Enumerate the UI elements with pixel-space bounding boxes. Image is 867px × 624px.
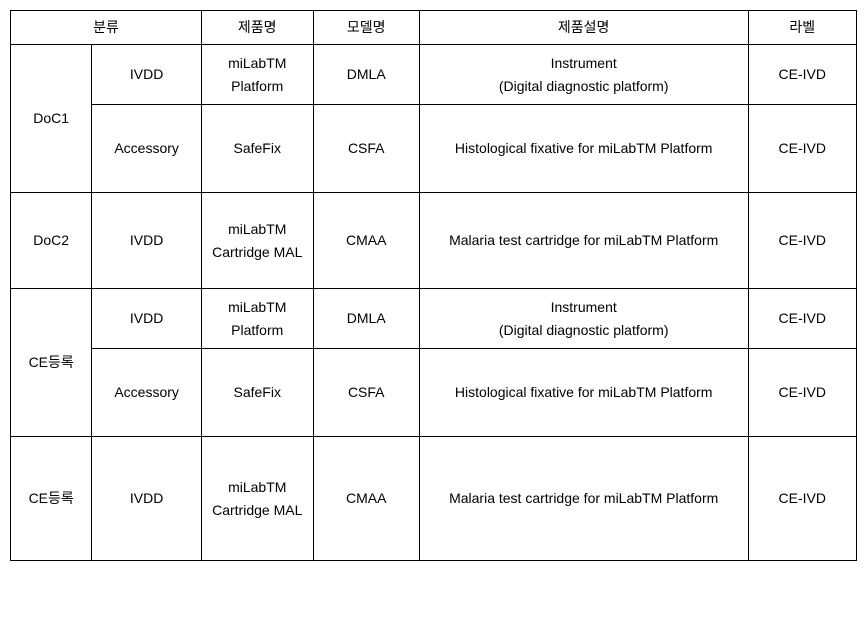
cell-category2: IVDD <box>92 193 202 289</box>
cell-label: CE-IVD <box>748 193 857 289</box>
table-row: CE등록IVDDmiLabTM PlatformDMLAInstrument(D… <box>11 289 857 349</box>
table-row: DoC2IVDDmiLabTM Cartridge MALCMAAMalaria… <box>11 193 857 289</box>
cell-product: miLabTM Cartridge MAL <box>201 193 313 289</box>
cell-category1: CE등록 <box>11 289 92 437</box>
cell-category2: IVDD <box>92 289 202 349</box>
cell-description: Histological fixative for miLabTM Platfo… <box>419 349 748 437</box>
header-model-name: 모델명 <box>313 11 419 45</box>
cell-category2: Accessory <box>92 105 202 193</box>
header-product-name: 제품명 <box>201 11 313 45</box>
cell-category2: Accessory <box>92 349 202 437</box>
cell-description: Instrument(Digital diagnostic platform) <box>419 45 748 105</box>
cell-product: miLabTM Platform <box>201 45 313 105</box>
cell-label: CE-IVD <box>748 45 857 105</box>
table-row: AccessorySafeFixCSFAHistological fixativ… <box>11 349 857 437</box>
product-table: 분류 제품명 모델명 제품설명 라벨 DoC1IVDDmiLabTM Platf… <box>10 10 857 561</box>
cell-category2: IVDD <box>92 45 202 105</box>
cell-model: DMLA <box>313 45 419 105</box>
cell-category1: CE등록 <box>11 437 92 561</box>
cell-category2: IVDD <box>92 437 202 561</box>
table-header: 분류 제품명 모델명 제품설명 라벨 <box>11 11 857 45</box>
cell-model: CSFA <box>313 105 419 193</box>
cell-product: miLabTM Cartridge MAL <box>201 437 313 561</box>
cell-product: miLabTM Platform <box>201 289 313 349</box>
cell-product: SafeFix <box>201 349 313 437</box>
cell-model: DMLA <box>313 289 419 349</box>
header-label: 라벨 <box>748 11 857 45</box>
cell-model: CSFA <box>313 349 419 437</box>
table-body: DoC1IVDDmiLabTM PlatformDMLAInstrument(D… <box>11 45 857 561</box>
cell-product: SafeFix <box>201 105 313 193</box>
header-row: 분류 제품명 모델명 제품설명 라벨 <box>11 11 857 45</box>
table-row: AccessorySafeFixCSFAHistological fixativ… <box>11 105 857 193</box>
header-category: 분류 <box>11 11 202 45</box>
table-row: CE등록IVDDmiLabTM Cartridge MALCMAAMalaria… <box>11 437 857 561</box>
cell-description: Histological fixative for miLabTM Platfo… <box>419 105 748 193</box>
cell-description: Malaria test cartridge for miLabTM Platf… <box>419 437 748 561</box>
cell-category1: DoC1 <box>11 45 92 193</box>
cell-model: CMAA <box>313 437 419 561</box>
cell-description: Malaria test cartridge for miLabTM Platf… <box>419 193 748 289</box>
cell-description: Instrument(Digital diagnostic platform) <box>419 289 748 349</box>
cell-label: CE-IVD <box>748 105 857 193</box>
cell-label: CE-IVD <box>748 289 857 349</box>
table-row: DoC1IVDDmiLabTM PlatformDMLAInstrument(D… <box>11 45 857 105</box>
cell-label: CE-IVD <box>748 349 857 437</box>
header-description: 제품설명 <box>419 11 748 45</box>
cell-model: CMAA <box>313 193 419 289</box>
cell-label: CE-IVD <box>748 437 857 561</box>
cell-category1: DoC2 <box>11 193 92 289</box>
